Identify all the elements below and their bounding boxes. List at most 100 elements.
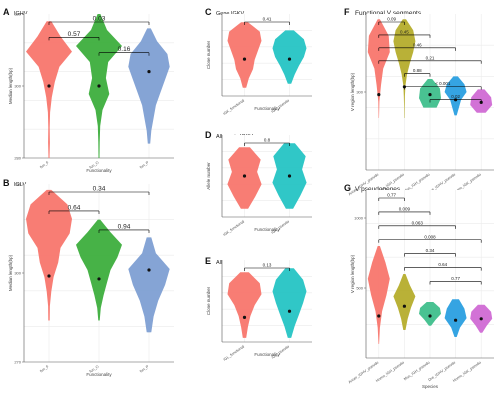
p-value-label: 0.063 [412,220,424,225]
x-tick-label: Homo_IGH_pseudo [375,361,405,384]
x-axis-title: Species [422,384,439,389]
p-value-label: 0.009 [399,206,411,211]
panel-letter: A [3,7,10,17]
median-point [147,70,151,74]
y-tick-label: 300 [356,90,363,95]
median-point [479,317,483,321]
median-point [147,268,151,272]
panel-title: V pseudogenes [355,186,401,193]
y-tick-label: 1000 [354,216,364,221]
p-value-label: 0.34 [426,248,435,253]
median-point [402,304,406,308]
p-value-label: 0.77 [451,276,460,281]
x-axis-title: Functionality [86,372,112,377]
median-point [47,84,51,88]
x-tick-label: Mus_IGH_pseudo [403,361,430,382]
median-point [287,309,292,313]
x-tick-label: fun_P [139,160,150,169]
panel-letter: D [205,130,212,140]
y-tick-label: 300 [14,84,21,89]
median-point [242,174,247,178]
panel-title: IGLV [14,182,26,188]
median-point [377,93,381,97]
p-value-label: < 0.001 [435,81,451,86]
panel-title: Functional V segments [355,10,422,17]
median-point [428,93,432,97]
p-value-label: 0.008 [424,234,436,239]
panel-e: EAllogenic IGLVClone numberFunctionality… [205,256,312,362]
y-tick-label: 320 [14,12,21,17]
p-value-label: 0.57 [68,31,81,38]
y-axis-title: V region length(bp) [350,254,355,293]
x-tick-label: Homo_IGK_pseudo [452,361,482,383]
p-value-label: 0.16 [118,46,131,53]
x-tick-label: fun_F [39,160,50,169]
panel-a: A IGHV 280 300 320 Median length(bp) Functiona… [3,7,174,173]
y-tick-label: 280 [14,156,21,161]
panel-d: DAllogenic IGKVAllele numberFunctionalit… [205,130,312,237]
panel-c: CGene IGKVClone numberFunctionalityIGK_f… [205,7,312,116]
panel-letter: E [205,256,211,266]
p-value-label: 0.13 [263,263,272,268]
p-value-label: 0.64 [68,204,81,211]
x-tick-label: IGL_functional [223,344,245,361]
median-point [287,57,292,61]
violin-fun-f [26,21,72,159]
violin-fun-p [128,237,170,333]
y-tick-label: 300 [14,271,21,276]
median-point [454,318,458,322]
p-value-label: 0.8 [264,138,271,143]
y-tick-label: 270 [14,360,21,365]
violin-anser-ighv-pseudo [367,246,390,344]
violin-anser-ighv-pseudo [367,19,390,119]
y-tick-label: 330 [14,182,21,187]
p-value-label: 0.45 [400,29,409,34]
violin-homo-igh-pseudo [393,274,416,330]
p-value-label: 0.94 [118,223,131,230]
violin-fun-f [26,189,72,321]
violin-homo-igh-pseudo [393,19,416,119]
y-axis-title: Clone number [206,286,211,315]
y-axis-title: Clone number [206,40,211,69]
panel-b: B IGLV 270 300 330 Median length(bp) Functiona… [3,178,174,377]
median-point [377,314,381,318]
median-point [242,57,247,61]
violin-fun-o [76,219,122,321]
x-axis-title: Functionality [86,168,112,173]
x-axis-title: Functionality [254,352,280,357]
violin-igk-functional [227,147,262,209]
violin-igl-functional [227,272,262,338]
x-axis-title: Functionality [254,227,280,232]
panel-letter: B [3,178,10,188]
y-axis-title: Median length(bp) [8,254,13,291]
x-tick-label: Anser_IGHV_pseudo [348,361,380,385]
panel-letter: G [344,183,351,193]
median-point [287,174,292,178]
panel-g: G V pseudogenes 500 1000 V region length(bp)… [344,183,494,389]
violin-dre-ighv-pseudo [444,76,467,116]
panel-letter: C [205,7,212,17]
median-point [428,314,432,318]
violin-igk-pseudo [272,30,307,84]
y-axis-title: Median length(bp) [8,67,13,104]
panel-title: IGHV [14,11,28,17]
violin-fun-p [128,28,170,144]
x-tick-label: fun_O [89,161,100,170]
y-tick-label: 500 [356,286,363,291]
median-point [47,274,51,278]
panel-letter: F [344,7,350,17]
x-axis-title: Functionality [254,106,280,111]
median-point [97,84,101,88]
x-tick-label: fun_O [89,365,100,374]
violin-igk-functional [227,22,262,88]
median-point [97,277,101,281]
x-tick-label: fun_P [139,364,150,373]
p-value-label: 0.09 [387,17,396,22]
x-tick-label: IGK_functional [222,98,245,116]
p-value-label: 0.21 [426,55,435,60]
violin-mus-igh-pseudo [419,302,441,326]
p-value-label: 0.77 [387,193,396,198]
y-axis-title: V region length(bp) [350,72,355,111]
